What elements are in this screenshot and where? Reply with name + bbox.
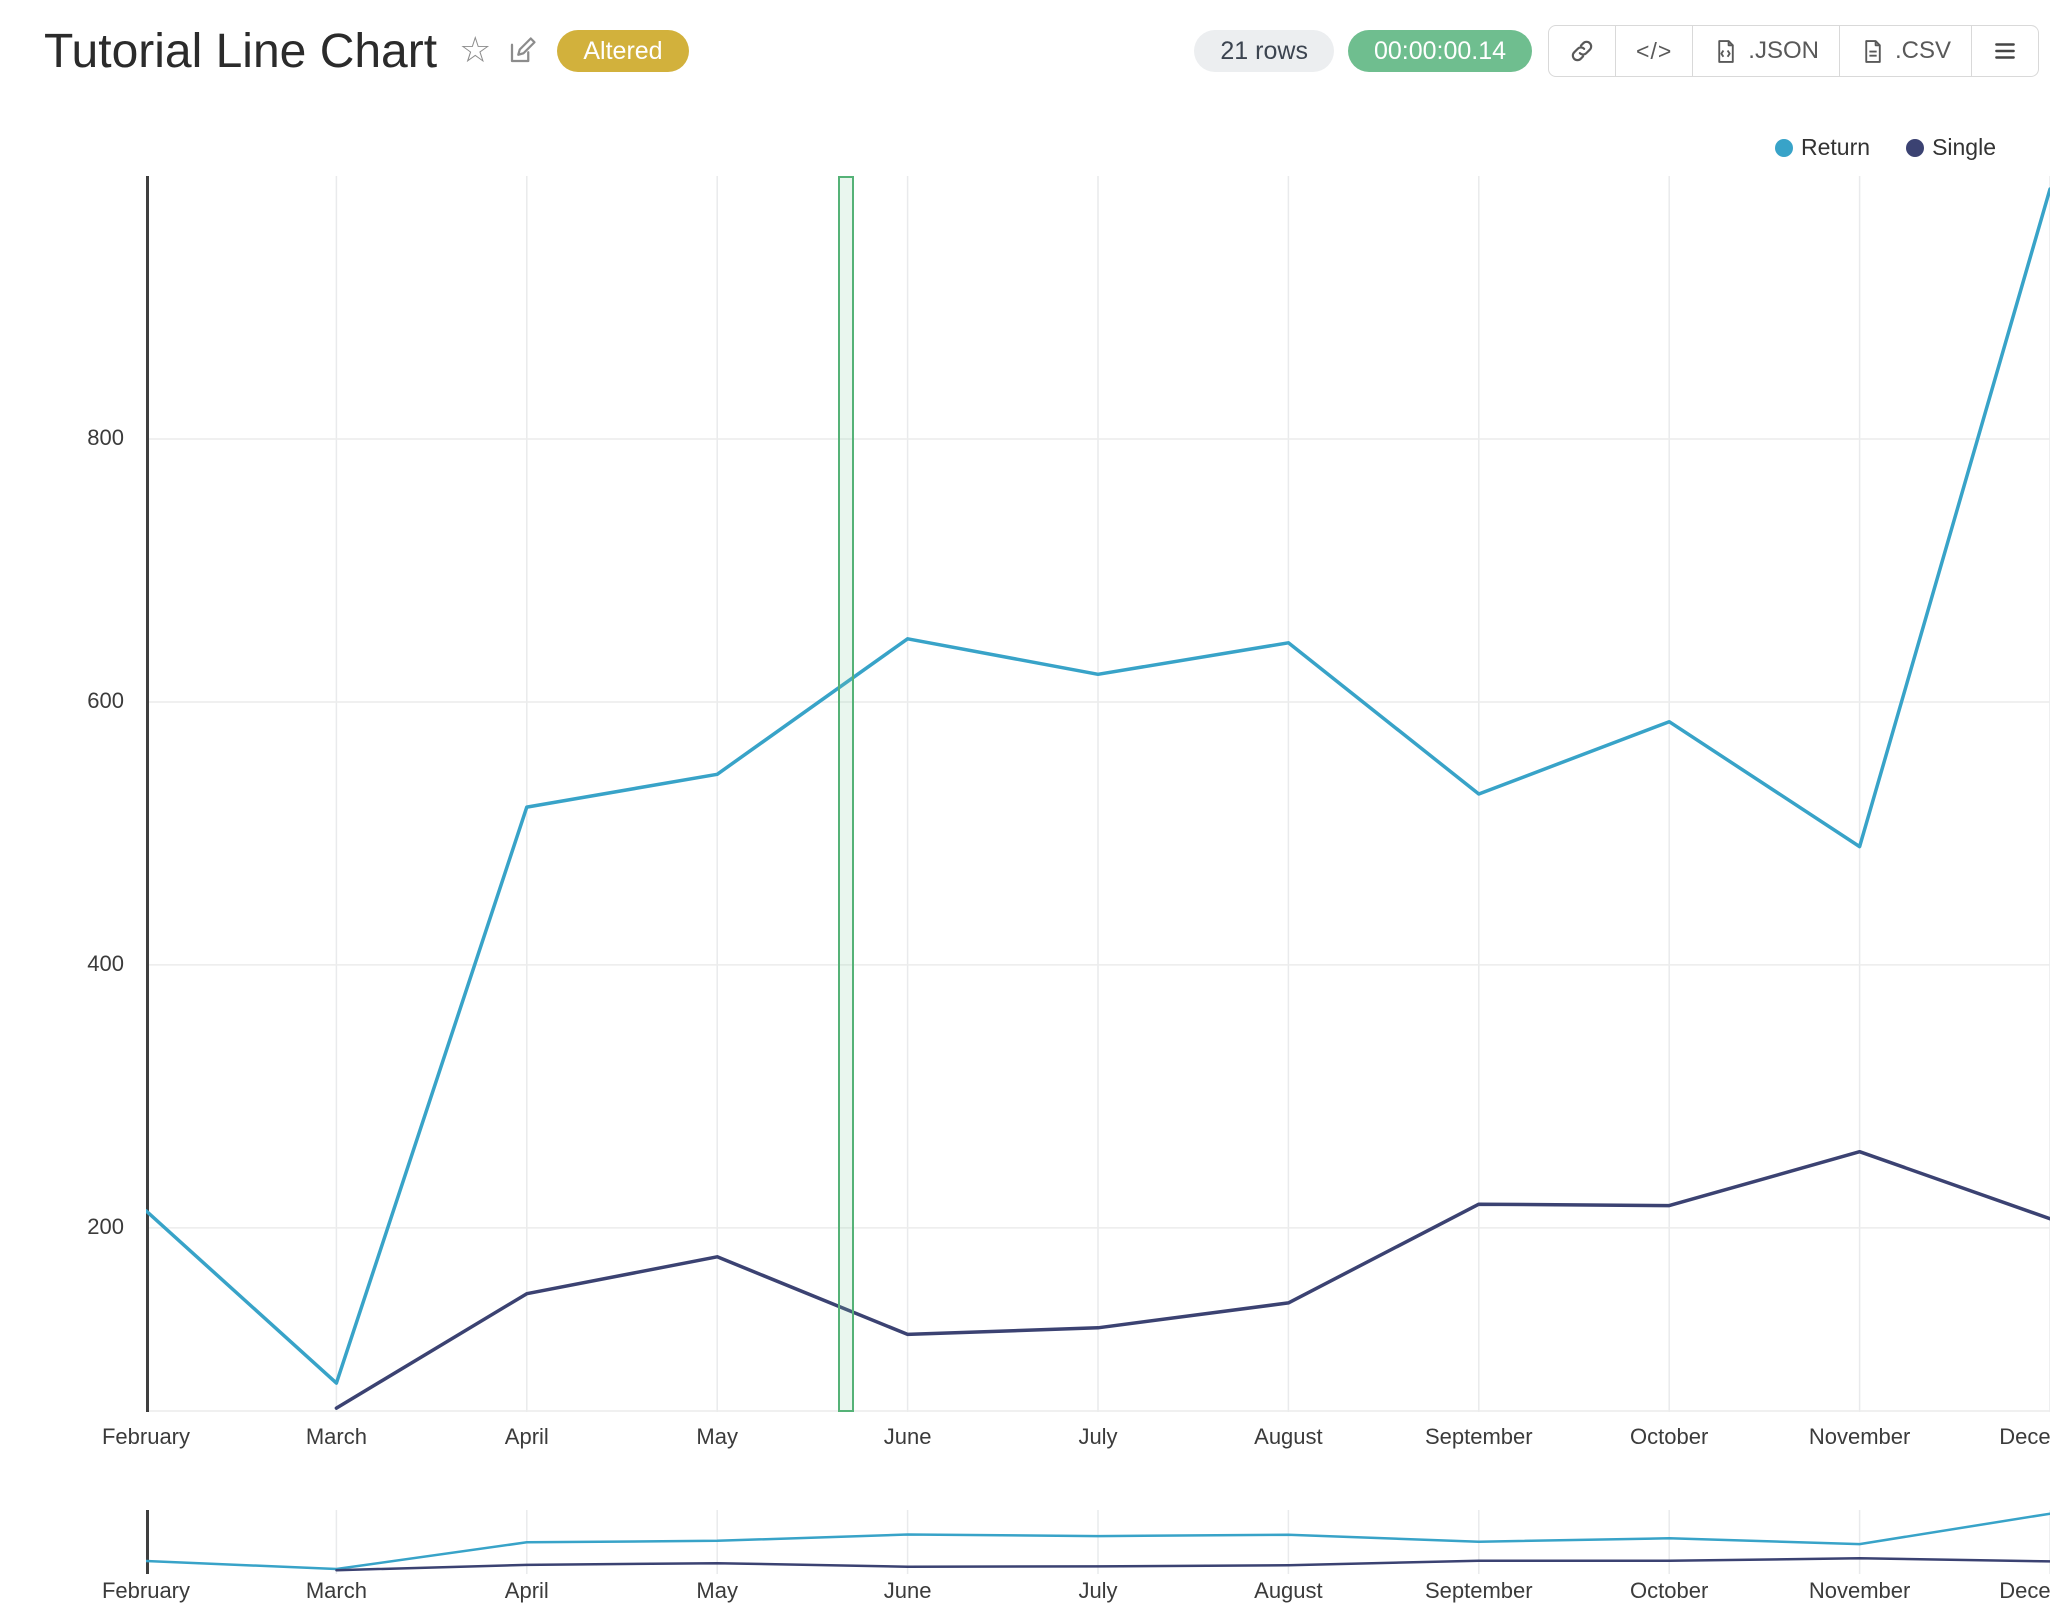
- menu-button[interactable]: [1971, 25, 2039, 77]
- x-axis-label: September: [1424, 1424, 1533, 1449]
- star-icon[interactable]: ☆: [459, 30, 492, 71]
- x-axis-label: April: [504, 1424, 549, 1449]
- csv-button-label: .CSV: [1894, 37, 1951, 64]
- x-axis-label: August: [1254, 1424, 1323, 1449]
- download-json-button[interactable]: .JSON: [1692, 25, 1840, 77]
- json-button-label: .JSON: [1748, 37, 1819, 64]
- menu-icon: [1995, 43, 2015, 59]
- x-axis-label: May: [696, 1578, 738, 1603]
- x-axis-label: September: [1424, 1578, 1533, 1603]
- y-axis-labels: 200 400 600 800: [0, 176, 136, 1412]
- execution-time-badge: 00:00:00.14: [1347, 30, 1533, 72]
- chart-legend: Return Single: [1775, 134, 1996, 161]
- x-axis-labels: February March April May June July August Septe…: [102, 1424, 2050, 1454]
- legend-dot-icon: [1906, 138, 1925, 157]
- json-file-icon: [1718, 39, 1735, 63]
- legend-label: Single: [1932, 134, 1996, 160]
- x-axis-label: June: [883, 1424, 932, 1449]
- y-axis-label: 600: [87, 687, 124, 713]
- x-axis-label: August: [1254, 1578, 1323, 1603]
- y-axis-label: 200: [87, 1213, 124, 1239]
- x-axis-label: June: [883, 1578, 932, 1603]
- legend-label: Return: [1801, 134, 1871, 160]
- code-icon: </>: [1636, 37, 1673, 64]
- overview-x-axis-labels: February March April May June July August Septe…: [102, 1578, 2050, 1608]
- y-axis-label: 800: [87, 424, 124, 450]
- x-axis-label: November: [1808, 1424, 1911, 1449]
- page-title: Tutorial Line Chart: [44, 24, 438, 78]
- x-axis-label: December: [1999, 1424, 2050, 1449]
- x-axis-label: February: [101, 1424, 191, 1449]
- selection-band[interactable]: [838, 176, 854, 1412]
- legend-item-single[interactable]: Single: [1906, 134, 1996, 161]
- x-axis-label: March: [305, 1578, 367, 1603]
- main-chart-plot[interactable]: [146, 176, 2050, 1412]
- x-axis-label: July: [1078, 1578, 1118, 1603]
- x-axis-label: October: [1630, 1424, 1709, 1449]
- x-axis-label: October: [1630, 1578, 1709, 1603]
- header: Tutorial Line Chart ☆ Altered 21 rows 00…: [44, 20, 2039, 82]
- legend-dot-icon: [1775, 138, 1794, 157]
- x-axis-label: July: [1078, 1424, 1118, 1449]
- x-axis-label: March: [305, 1424, 367, 1449]
- overview-chart-plot[interactable]: [144, 1510, 2050, 1574]
- legend-item-return[interactable]: Return: [1775, 134, 1870, 161]
- x-axis-label: April: [504, 1578, 549, 1603]
- altered-badge: Altered: [557, 30, 689, 72]
- main-chart-area[interactable]: [146, 176, 2050, 1412]
- x-axis-label: May: [696, 1424, 738, 1449]
- export-button-group: </> .JSON .CSV: [1548, 25, 2039, 77]
- x-axis-label: February: [101, 1578, 191, 1603]
- y-axis-label: 400: [87, 950, 124, 976]
- rows-count-badge: 21 rows: [1194, 30, 1334, 72]
- csv-file-icon: [1865, 39, 1881, 63]
- embed-code-button[interactable]: </>: [1615, 25, 1694, 77]
- link-icon: [1571, 40, 1593, 62]
- overview-chart-area[interactable]: [144, 1510, 2050, 1574]
- x-axis-label: November: [1808, 1578, 1911, 1603]
- link-button[interactable]: [1548, 25, 1617, 77]
- download-csv-button[interactable]: .CSV: [1838, 25, 1972, 77]
- x-axis-label: December: [1999, 1578, 2050, 1603]
- edit-icon[interactable]: [507, 36, 537, 66]
